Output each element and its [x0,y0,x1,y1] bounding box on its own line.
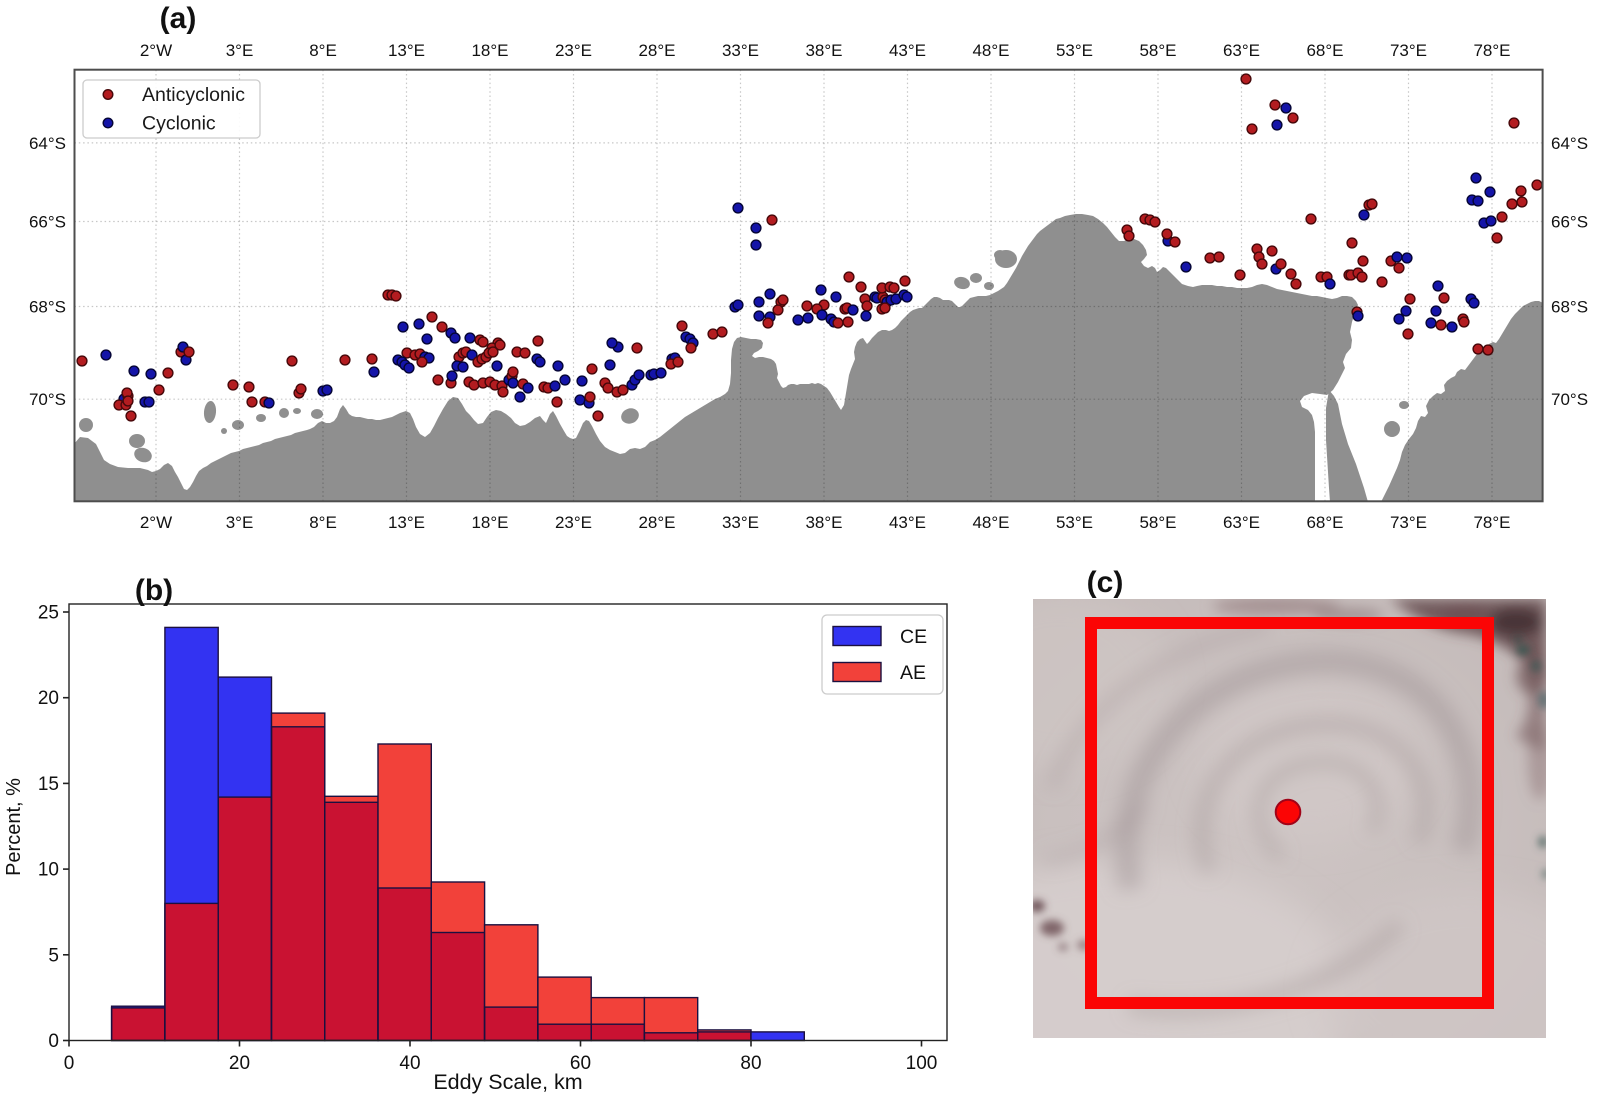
svg-text:Anticyclonic: Anticyclonic [142,84,245,106]
svg-text:43°E: 43°E [889,41,926,60]
svg-text:18°E: 18°E [471,513,508,532]
svg-text:68°S: 68°S [1551,298,1588,317]
svg-text:13°E: 13°E [388,513,425,532]
svg-text:33°E: 33°E [722,513,759,532]
svg-text:CE: CE [900,626,927,648]
svg-text:13°E: 13°E [388,41,425,60]
svg-text:18°E: 18°E [471,41,508,60]
svg-text:Eddy Scale, km: Eddy Scale, km [433,1070,582,1094]
svg-text:5: 5 [48,945,59,966]
svg-text:58°E: 58°E [1139,41,1176,60]
svg-text:40: 40 [399,1053,420,1074]
svg-text:28°E: 28°E [638,513,675,532]
svg-text:70°S: 70°S [29,390,66,409]
svg-text:AE: AE [900,662,926,684]
svg-text:0: 0 [64,1053,75,1074]
svg-text:48°E: 48°E [972,513,1009,532]
svg-text:63°E: 63°E [1223,41,1260,60]
svg-text:38°E: 38°E [805,41,842,60]
svg-text:(a): (a) [160,2,197,35]
svg-text:2°W: 2°W [140,41,172,60]
svg-text:68°E: 68°E [1306,513,1343,532]
svg-text:Cyclonic: Cyclonic [142,113,216,135]
svg-text:66°S: 66°S [29,213,66,232]
svg-text:10: 10 [38,860,59,881]
svg-text:3°E: 3°E [226,513,254,532]
svg-text:23°E: 23°E [555,513,592,532]
svg-text:63°E: 63°E [1223,513,1260,532]
svg-text:64°S: 64°S [1551,134,1588,153]
svg-text:33°E: 33°E [722,41,759,60]
svg-text:53°E: 53°E [1056,513,1093,532]
svg-text:38°E: 38°E [805,513,842,532]
svg-text:58°E: 58°E [1139,513,1176,532]
svg-text:73°E: 73°E [1390,513,1427,532]
svg-text:8°E: 8°E [309,41,337,60]
svg-text:43°E: 43°E [889,513,926,532]
svg-text:2°W: 2°W [140,513,172,532]
svg-text:25: 25 [38,603,59,624]
svg-text:78°E: 78°E [1473,513,1510,532]
svg-text:3°E: 3°E [226,41,254,60]
svg-text:20: 20 [38,688,59,709]
svg-text:48°E: 48°E [972,41,1009,60]
svg-text:20: 20 [229,1053,250,1074]
svg-text:8°E: 8°E [309,513,337,532]
svg-text:(c): (c) [1087,566,1124,599]
svg-text:100: 100 [906,1053,938,1074]
svg-text:64°S: 64°S [29,134,66,153]
svg-text:60: 60 [570,1053,591,1074]
svg-text:68°E: 68°E [1306,41,1343,60]
svg-text:53°E: 53°E [1056,41,1093,60]
svg-text:80: 80 [740,1053,761,1074]
svg-text:0: 0 [48,1031,59,1052]
svg-text:78°E: 78°E [1473,41,1510,60]
svg-text:70°S: 70°S [1551,390,1588,409]
svg-text:66°S: 66°S [1551,213,1588,232]
svg-text:28°E: 28°E [638,41,675,60]
svg-text:23°E: 23°E [555,41,592,60]
svg-text:(b): (b) [135,574,173,607]
svg-text:73°E: 73°E [1390,41,1427,60]
svg-text:Percent, %: Percent, % [3,778,25,876]
svg-text:15: 15 [38,774,59,795]
svg-text:68°S: 68°S [29,298,66,317]
